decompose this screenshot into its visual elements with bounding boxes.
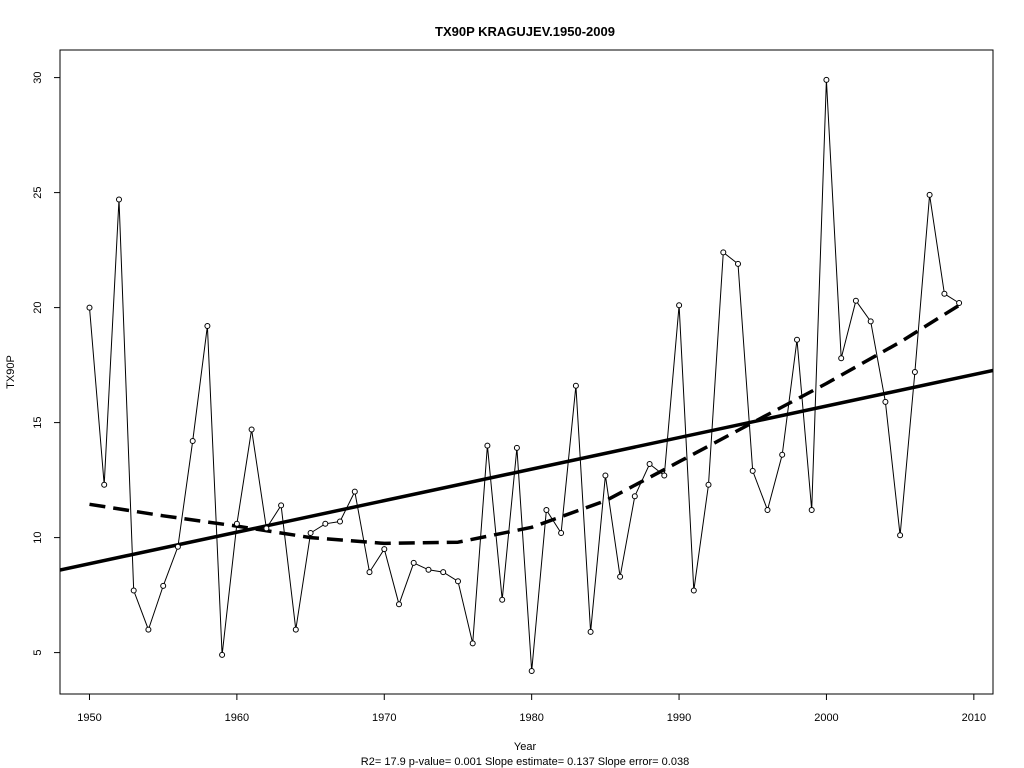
data-point — [941, 290, 948, 297]
data-point — [720, 249, 727, 256]
data-point — [248, 426, 255, 433]
data-point — [676, 302, 683, 309]
data-point — [587, 628, 594, 635]
data-point — [823, 76, 830, 83]
data-point — [204, 323, 211, 329]
data-point — [794, 336, 800, 343]
data-point — [617, 573, 624, 580]
data-point — [926, 191, 933, 198]
data-point — [116, 196, 122, 203]
data-point — [440, 569, 447, 576]
data-point — [145, 626, 152, 633]
data-point — [779, 451, 786, 458]
data-point — [513, 444, 520, 451]
x-tick-label: 1990 — [667, 712, 691, 724]
data-point — [764, 507, 771, 513]
data-point — [292, 626, 299, 633]
data-point — [499, 596, 506, 603]
data-point — [808, 507, 815, 513]
x-tick-label: 1960 — [225, 712, 249, 724]
smoothed-trend-line — [89, 303, 961, 546]
data-point — [838, 355, 845, 362]
data-point — [646, 461, 653, 467]
y-tick-label: 15 — [32, 416, 44, 428]
data-point — [278, 502, 285, 509]
x-tick-label: 2000 — [814, 712, 838, 724]
data-point — [572, 382, 579, 389]
data-point — [749, 467, 756, 474]
data-point — [322, 520, 329, 527]
x-tick-label: 2010 — [962, 712, 986, 724]
y-tick-label: 30 — [32, 71, 44, 83]
data-point — [528, 668, 535, 674]
data-point — [366, 569, 373, 576]
data-point — [558, 530, 565, 536]
data-point — [690, 587, 697, 594]
data-point — [469, 640, 476, 647]
y-tick-label: 20 — [32, 301, 44, 313]
data-point — [160, 582, 167, 589]
data-point — [882, 398, 889, 405]
data-point — [351, 488, 358, 495]
series-group — [60, 76, 993, 674]
data-point — [396, 601, 402, 608]
data-point — [410, 559, 417, 566]
data-point — [735, 260, 741, 267]
data-point — [381, 546, 388, 553]
y-tick-label: 25 — [32, 186, 44, 198]
x-tick-label: 1970 — [372, 712, 396, 724]
data-point — [631, 493, 638, 500]
data-point — [705, 481, 712, 488]
data-point — [543, 507, 550, 513]
y-tick-label: 5 — [32, 650, 44, 656]
chart-title: TX90P KRAGUJEV.1950-2009 — [435, 24, 615, 39]
data-point — [233, 520, 240, 527]
stats-footer: R2= 17.9 p-value= 0.001 Slope estimate= … — [361, 756, 689, 768]
data-point — [101, 481, 108, 488]
data-point — [307, 530, 314, 536]
data-point — [867, 318, 874, 325]
data-point — [189, 438, 196, 444]
y-tick-label: 10 — [32, 531, 44, 543]
data-point — [174, 543, 181, 550]
y-axis: 5 10 15 20 25 30 — [32, 71, 61, 656]
data-point — [661, 472, 668, 479]
observed-series-line — [89, 79, 960, 672]
x-tick-label: 1980 — [519, 712, 543, 724]
data-point — [602, 472, 609, 479]
data-point — [263, 525, 270, 532]
plot-area — [60, 76, 993, 674]
data-point — [455, 578, 461, 585]
data-point — [484, 442, 491, 449]
x-tick-label: 1950 — [77, 712, 101, 724]
data-point — [956, 300, 963, 306]
data-point — [86, 304, 93, 311]
data-point — [130, 587, 137, 594]
data-point — [425, 566, 432, 573]
x-axis: 1950 1960 1970 1980 1990 2000 2010 — [77, 693, 986, 724]
data-point — [897, 532, 904, 539]
data-point — [337, 518, 343, 525]
linear-trend-line — [60, 368, 993, 572]
data-point — [852, 297, 859, 304]
data-point — [911, 369, 918, 375]
data-point — [219, 651, 226, 658]
y-axis-label: TX90P — [5, 355, 17, 389]
x-axis-label: Year — [514, 741, 537, 753]
